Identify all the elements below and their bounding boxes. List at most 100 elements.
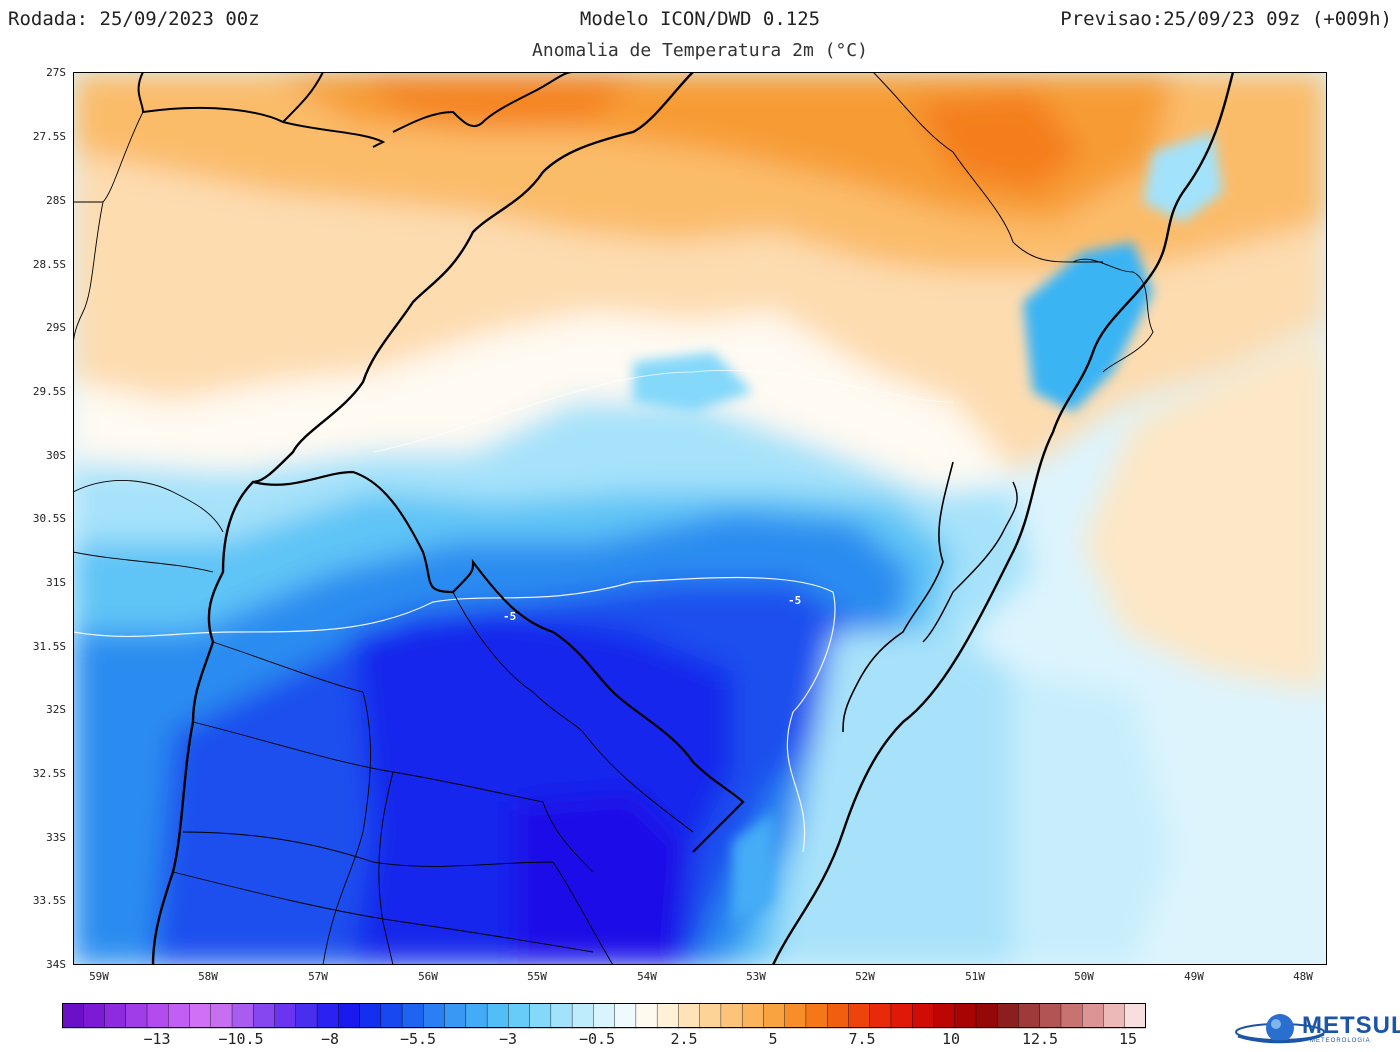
warm-zone bbox=[1083, 332, 1327, 692]
colorbar-cell bbox=[125, 1003, 148, 1029]
neutral-zone bbox=[73, 312, 1013, 492]
colorbar-cell bbox=[1060, 1003, 1083, 1029]
colorbar-cell bbox=[954, 1003, 977, 1029]
anomaly-field bbox=[73, 72, 1327, 965]
lat-label: 28S bbox=[46, 194, 66, 207]
colorbar-label: −8 bbox=[320, 1030, 340, 1048]
warm-zone bbox=[353, 72, 633, 127]
cool-zone bbox=[1013, 672, 1173, 965]
colorbar-cell bbox=[763, 1003, 786, 1029]
lagoon-shore bbox=[842, 461, 954, 733]
metsul-globe-icon bbox=[1235, 1014, 1325, 1044]
lat-label: 31.5S bbox=[32, 640, 66, 653]
cool-pocket bbox=[1143, 132, 1223, 222]
colorbar-cell bbox=[189, 1003, 212, 1029]
lon-label: 50W bbox=[1074, 970, 1094, 983]
colorbar-label: −0.5 bbox=[578, 1030, 616, 1048]
lon-label: 53W bbox=[746, 970, 766, 983]
lat-label: 32.5S bbox=[32, 767, 66, 780]
lon-label: 56W bbox=[418, 970, 438, 983]
cool-pocket bbox=[633, 352, 753, 412]
colorbar-cell bbox=[741, 1003, 765, 1029]
state-border bbox=[872, 72, 1103, 263]
lat-label: 33S bbox=[46, 831, 66, 844]
colorbar-cell bbox=[826, 1003, 850, 1029]
metsul-logo-subtext: METEOROLOGIA bbox=[1310, 1038, 1371, 1044]
lon-label: 51W bbox=[965, 970, 985, 983]
cool-zone bbox=[513, 792, 693, 965]
colorbar-label: 10 bbox=[941, 1030, 961, 1048]
colorbar-cell bbox=[168, 1003, 191, 1029]
national-border bbox=[151, 72, 694, 965]
colorbar-cell bbox=[571, 1003, 595, 1029]
lat-label: 30.5S bbox=[32, 512, 66, 525]
colorbar-cell bbox=[593, 1003, 616, 1029]
colorbar-cell bbox=[1039, 1003, 1062, 1029]
colorbar-label: 15 bbox=[1118, 1030, 1138, 1048]
colorbar-cell bbox=[359, 1003, 382, 1029]
lat-label: 31S bbox=[46, 576, 66, 589]
lon-label: 57W bbox=[308, 970, 328, 983]
colorbar-cell bbox=[997, 1003, 1020, 1029]
colorbar bbox=[62, 1003, 1146, 1029]
colorbar-cell bbox=[720, 1003, 743, 1029]
colorbar-cell bbox=[805, 1003, 828, 1029]
lat-label: 32S bbox=[46, 703, 66, 716]
contour-line bbox=[372, 369, 954, 453]
colorbar-cell bbox=[678, 1003, 701, 1029]
warm-zone bbox=[913, 92, 1083, 192]
map-subtitle: Anomalia de Temperatura 2m (°C) bbox=[532, 40, 868, 61]
colorbar-label: −13 bbox=[143, 1030, 171, 1048]
lat-label: 30S bbox=[46, 449, 66, 462]
colorbar-cell bbox=[614, 1003, 637, 1029]
colorbar-cell bbox=[508, 1003, 531, 1029]
colorbar-cell bbox=[104, 1003, 127, 1029]
colorbar-cell bbox=[444, 1003, 467, 1029]
colorbar-cell bbox=[699, 1003, 722, 1029]
colorbar-cell bbox=[146, 1003, 169, 1029]
map-frame bbox=[73, 72, 1327, 965]
colorbar-cell bbox=[486, 1003, 510, 1029]
colorbar-label: 12.5 bbox=[1021, 1030, 1059, 1048]
lon-label: 58W bbox=[198, 970, 218, 983]
contour-line bbox=[73, 631, 234, 638]
colorbar-cell bbox=[1124, 1003, 1146, 1029]
lat-label: 34S bbox=[46, 958, 66, 971]
colorbar-cell bbox=[295, 1003, 318, 1029]
colorbar-cell bbox=[1082, 1003, 1105, 1029]
metsul-logo-text: METSUL bbox=[1302, 1012, 1400, 1039]
colorbar-cell bbox=[933, 1003, 956, 1029]
colorbar-cell bbox=[62, 1003, 84, 1029]
lat-label: 27S bbox=[46, 66, 66, 79]
lat-label: 29.5S bbox=[32, 385, 66, 398]
colorbar-cell bbox=[338, 1003, 361, 1029]
lat-label: 27.5S bbox=[32, 130, 66, 143]
colorbar-cell bbox=[210, 1003, 233, 1029]
lon-label: 48W bbox=[1293, 970, 1313, 983]
lon-label: 54W bbox=[637, 970, 657, 983]
contour-label: -5 bbox=[503, 610, 516, 623]
lon-label: 59W bbox=[89, 970, 109, 983]
colorbar-label: −10.5 bbox=[218, 1030, 264, 1048]
colorbar-cell bbox=[912, 1003, 935, 1029]
colorbar-cell bbox=[975, 1003, 998, 1029]
colorbar-cell bbox=[529, 1003, 552, 1029]
colorbar-cell bbox=[550, 1003, 573, 1029]
colorbar-label: 2.5 bbox=[670, 1030, 698, 1048]
model-title: Modelo ICON/DWD 0.125 bbox=[579, 8, 821, 30]
lat-label: 33.5S bbox=[32, 894, 66, 907]
run-date-label: Rodada: 25/09/2023 00z bbox=[8, 8, 260, 30]
cool-zone bbox=[773, 632, 1033, 965]
coastline bbox=[771, 72, 1235, 965]
municipal-border bbox=[1072, 258, 1154, 373]
colorbar-cell bbox=[401, 1003, 425, 1029]
colorbar-cell bbox=[83, 1003, 106, 1029]
lon-label: 55W bbox=[527, 970, 547, 983]
colorbar-cell bbox=[890, 1003, 913, 1029]
contour-label: -5 bbox=[788, 594, 801, 607]
colorbar-label: −5.5 bbox=[399, 1030, 437, 1048]
colorbar-label: 5 bbox=[768, 1030, 778, 1048]
colorbar-cell bbox=[1103, 1003, 1126, 1029]
colorbar-cell bbox=[380, 1003, 403, 1029]
colorbar-cell bbox=[1018, 1003, 1041, 1029]
